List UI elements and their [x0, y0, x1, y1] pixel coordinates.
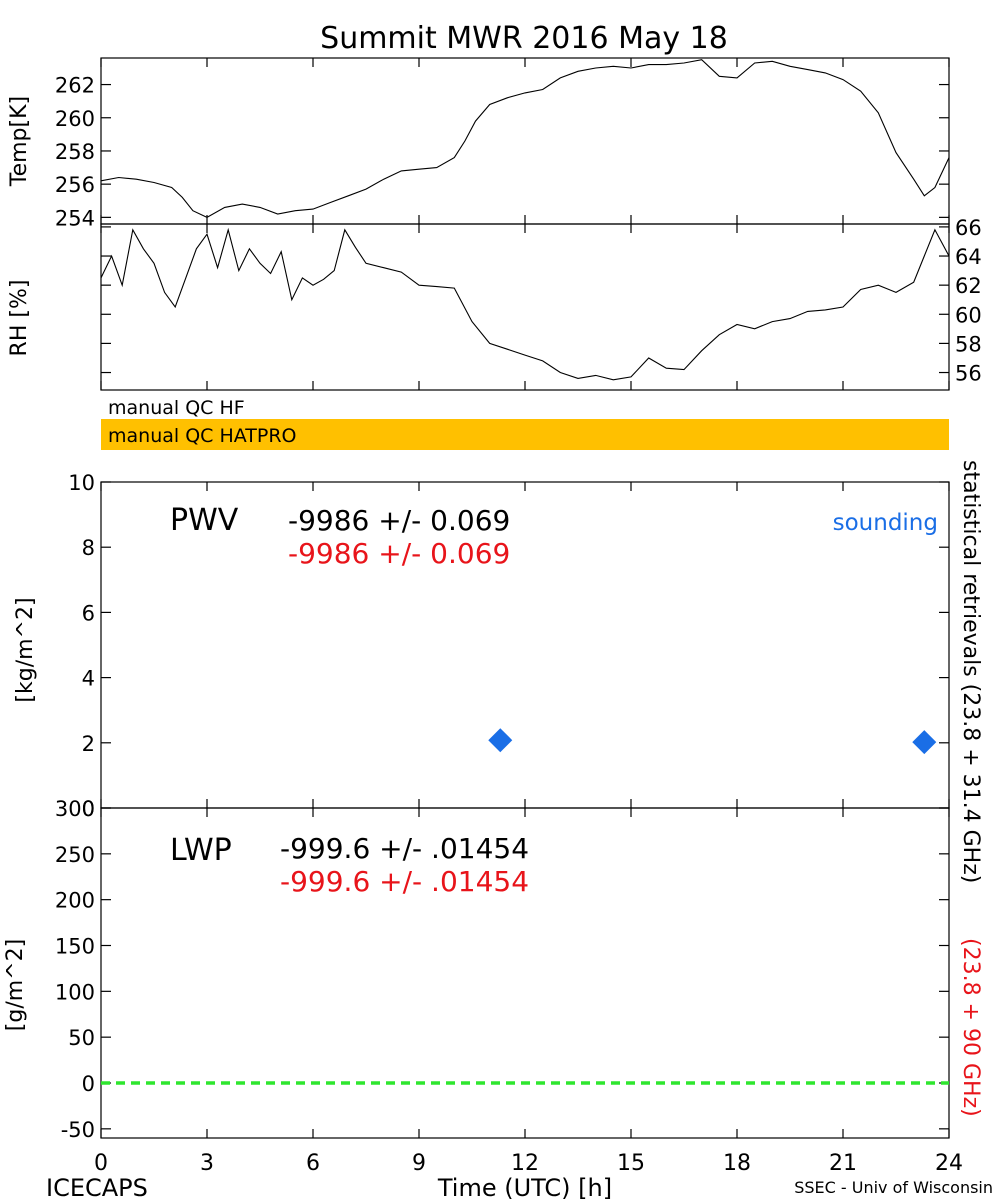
- temp-y-tick-label: 260: [55, 107, 95, 131]
- pwv-y-label: [kg/m^2]: [13, 597, 38, 702]
- x-tick-label: 15: [617, 1151, 645, 1176]
- pwv-y-tick-label: 2: [82, 732, 95, 756]
- qc-hatpro-bar: [101, 419, 949, 450]
- pwv-stat-red: -9986 +/- 0.069: [288, 537, 510, 570]
- lwp-y-tick-label: 50: [68, 1026, 95, 1050]
- lwp-y-tick-label: 300: [55, 797, 95, 821]
- qc-hf-label: manual QC HF: [108, 397, 245, 419]
- rh-y-tick-label: 64: [955, 245, 982, 269]
- temp-y-tick-label: 254: [55, 206, 95, 230]
- x-tick-label: 24: [935, 1151, 963, 1176]
- lwp-y-tick-label: -50: [61, 1118, 95, 1142]
- x-tick-label: 3: [200, 1151, 214, 1176]
- x-tick-label: 18: [723, 1151, 751, 1176]
- lwp-x-ticks: [100, 808, 950, 1138]
- lwp-y-tick-label: 150: [55, 935, 95, 959]
- temp-panel: 254 256 258 260 262 Temp[K]: [7, 57, 950, 230]
- lwp-label: LWP: [170, 833, 232, 868]
- temp-y-label: Temp[K]: [7, 96, 32, 187]
- pwv-sounding-points: [488, 728, 937, 755]
- rh-series-line: [100, 227, 950, 381]
- pwv-y-tick-label: 8: [82, 536, 95, 560]
- rh-y-tick-label: 58: [955, 332, 982, 356]
- qc-hatpro-label: manual QC HATPRO: [108, 425, 297, 447]
- footer-left: ICECAPS: [46, 1174, 148, 1200]
- pwv-y-ticks: 0 2 4 6 8 10: [68, 471, 949, 821]
- rh-y-tick-label: 56: [955, 362, 982, 386]
- rh-frame: [100, 223, 950, 391]
- pwv-stat-black: -9986 +/- 0.069: [288, 504, 510, 537]
- rh-y-tick-label: 62: [955, 274, 982, 298]
- temp-frame: [100, 57, 950, 225]
- temp-y-ticks: 254 256 258 260 262: [55, 74, 949, 230]
- lwp-y-tick-label: 200: [55, 889, 95, 913]
- temp-y-tick-label: 262: [55, 74, 95, 98]
- rh-y-label: RH [%]: [7, 280, 32, 357]
- qc-bars: manual QC HF manual QC HATPRO: [101, 397, 949, 450]
- rh-x-ticks: [100, 224, 950, 390]
- lwp-y-tick-label: 250: [55, 843, 95, 867]
- pwv-panel: 0 2 4 6 8 10 PWV -9986 +/- 0.069 -9986 +/- 0.…: [13, 471, 950, 821]
- x-tick-label: 0: [94, 1151, 108, 1176]
- temp-series-line: [100, 59, 950, 219]
- x-tick-label: 9: [412, 1151, 426, 1176]
- pwv-x-ticks: [100, 482, 950, 808]
- lwp-stat-black: -999.6 +/- .01454: [280, 832, 529, 865]
- lwp-y-tick-label: 100: [55, 980, 95, 1004]
- lwp-y-label: [g/m^2]: [3, 939, 28, 1031]
- footer-right: SSEC - Univ of Wisconsin: [794, 1178, 993, 1197]
- rh-y-tick-label: 66: [955, 216, 982, 240]
- x-tick-label: 6: [306, 1151, 320, 1176]
- side-label-red: (23.8 + 90 GHz): [958, 938, 983, 1117]
- side-label-black: statistical retrievals (23.8 + 31.4 GHz): [958, 460, 983, 883]
- x-axis-label: Time (UTC) [h]: [437, 1174, 612, 1200]
- x-tick-labels: 0 3 6 9 12 15 18 21 24: [94, 1151, 963, 1176]
- lwp-y-ticks: -50 0 50 100 150 200 250 300: [55, 797, 949, 1142]
- sounding-point: [912, 730, 937, 755]
- pwv-y-tick-label: 4: [82, 667, 95, 691]
- pwv-y-tick-label: 6: [82, 601, 95, 625]
- figure-title: Summit MWR 2016 May 18: [320, 21, 728, 56]
- sounding-point: [488, 728, 513, 753]
- pwv-label: PWV: [170, 503, 239, 538]
- rh-panel: 56 58 60 62 64 66 RH [%]: [7, 216, 982, 391]
- rh-y-ticks: 56 58 60 62 64 66: [101, 216, 982, 386]
- temp-x-ticks: [100, 58, 950, 224]
- lwp-y-tick-label: 0: [82, 1072, 95, 1096]
- pwv-y-tick-label: 10: [68, 471, 95, 495]
- x-tick-label: 12: [511, 1151, 539, 1176]
- lwp-panel: -50 0 50 100 150 200 250 300 LWP -999.6 +/- .01…: [3, 797, 950, 1142]
- pwv-y-tick-label: 0: [82, 797, 95, 821]
- temp-y-tick-label: 258: [55, 140, 95, 164]
- lwp-stat-red: -999.6 +/- .01454: [280, 865, 529, 898]
- temp-y-tick-label: 256: [55, 173, 95, 197]
- x-tick-label: 21: [829, 1151, 857, 1176]
- sounding-legend: sounding: [833, 510, 938, 536]
- rh-y-tick-label: 60: [955, 303, 982, 327]
